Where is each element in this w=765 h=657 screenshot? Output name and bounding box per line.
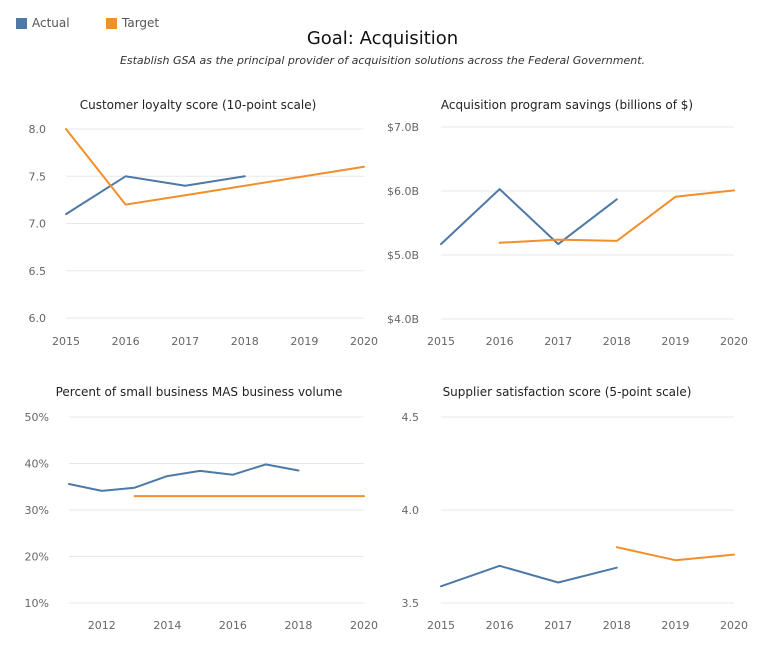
y-tick-label: 40% [25, 458, 49, 471]
x-tick-label: 2015 [52, 335, 80, 348]
y-tick-label: 6.0 [29, 312, 47, 325]
y-tick-label: 4.0 [402, 504, 420, 517]
y-tick-label: 20% [25, 551, 49, 564]
y-tick-label: 6.5 [29, 265, 47, 278]
y-tick-label: 30% [25, 504, 49, 517]
y-tick-label: 50% [25, 411, 49, 424]
series-line-actual[interactable] [65, 175, 246, 216]
legend-swatch-target [106, 17, 117, 29]
x-tick-label: 2016 [112, 335, 140, 348]
chart-title: Supplier satisfaction score (5-point sca… [443, 385, 692, 399]
x-tick-label: 2016 [219, 619, 247, 632]
page-subtitle: Establish GSA as the principal provider … [119, 54, 646, 67]
legend-swatch-actual [16, 17, 27, 29]
x-tick-label: 2019 [661, 335, 689, 348]
y-tick-label: 3.5 [402, 597, 420, 610]
x-tick-label: 2018 [603, 619, 631, 632]
series-line-actual[interactable] [440, 188, 618, 246]
chart-title: Percent of small business MAS business v… [56, 385, 343, 399]
x-tick-label: 2020 [720, 335, 748, 348]
chart-title: Acquisition program savings (billions of… [441, 98, 693, 112]
series-line-target[interactable] [498, 189, 735, 244]
x-tick-label: 2018 [603, 335, 631, 348]
series-line-target[interactable] [65, 128, 365, 206]
x-tick-label: 2016 [486, 619, 514, 632]
legend-label-target: Target [122, 16, 160, 30]
series-line-actual[interactable] [68, 463, 300, 492]
y-tick-label: $4.0B [387, 313, 419, 326]
y-tick-label: $5.0B [387, 249, 419, 262]
x-tick-label: 2014 [153, 619, 181, 632]
y-tick-label: $7.0B [387, 121, 419, 134]
chart-supplier-satisfaction: Supplier satisfaction score (5-point sca… [402, 385, 749, 632]
x-tick-label: 2020 [350, 619, 378, 632]
x-tick-label: 2018 [231, 335, 259, 348]
legend-item-actual[interactable]: Actual [16, 16, 70, 30]
x-tick-label: 2012 [88, 619, 116, 632]
x-tick-label: 2015 [427, 335, 455, 348]
x-tick-label: 2017 [171, 335, 199, 348]
x-tick-label: 2020 [350, 335, 378, 348]
x-tick-label: 2019 [661, 619, 689, 632]
page-title: Goal: Acquisition [306, 28, 459, 49]
x-tick-label: 2020 [720, 619, 748, 632]
y-tick-label: $6.0B [387, 185, 419, 198]
chart-title: Customer loyalty score (10-point scale) [80, 98, 317, 112]
x-tick-label: 2016 [486, 335, 514, 348]
y-tick-label: 4.5 [402, 411, 420, 424]
x-tick-label: 2015 [427, 619, 455, 632]
x-tick-label: 2017 [544, 335, 572, 348]
x-tick-label: 2019 [290, 335, 318, 348]
legend-item-target[interactable]: Target [106, 16, 159, 30]
series-line-target[interactable] [615, 546, 735, 562]
chart-customer-loyalty: Customer loyalty score (10-point scale) 6… [29, 98, 379, 348]
x-tick-label: 2017 [544, 619, 572, 632]
chart-small-business-volume: Percent of small business MAS business v… [25, 385, 378, 632]
y-tick-label: 10% [25, 597, 49, 610]
chart-acquisition-savings: Acquisition program savings (billions of… [387, 98, 748, 348]
series-line-actual[interactable] [440, 564, 618, 588]
y-tick-label: 7.5 [29, 170, 47, 183]
x-tick-label: 2018 [284, 619, 312, 632]
y-tick-label: 7.0 [29, 218, 47, 231]
y-tick-label: 8.0 [29, 123, 47, 136]
legend-label-actual: Actual [32, 16, 70, 30]
